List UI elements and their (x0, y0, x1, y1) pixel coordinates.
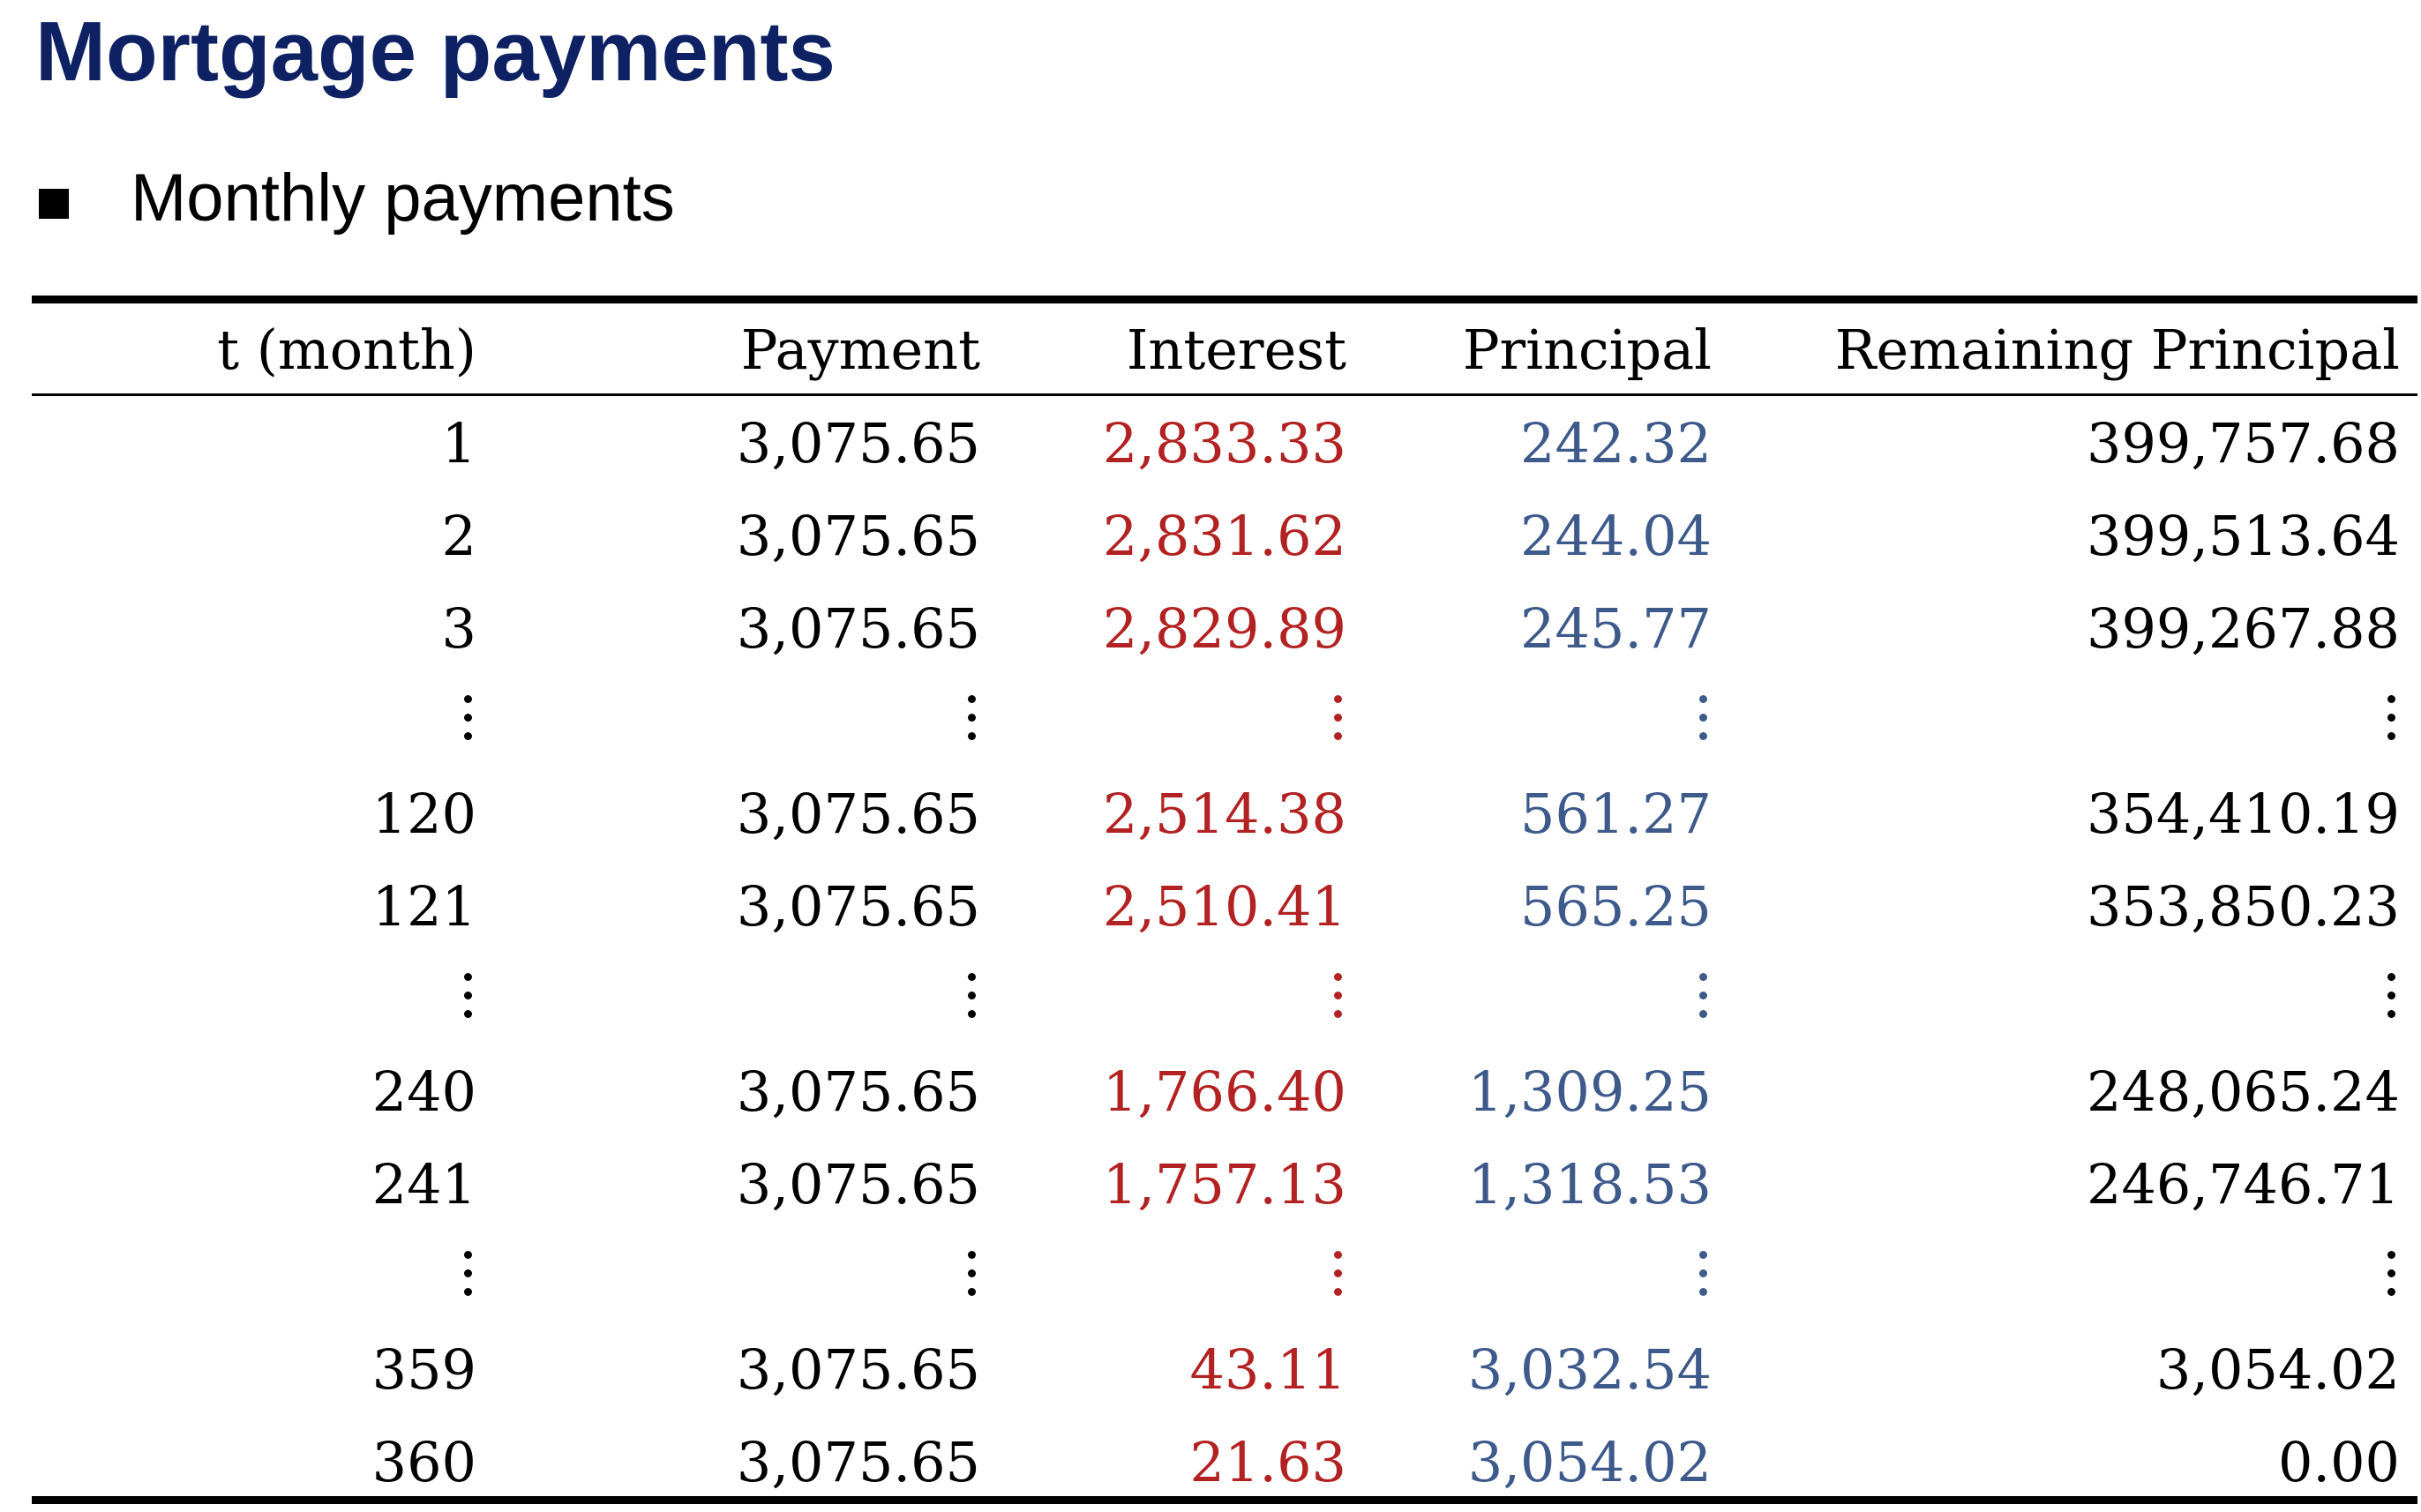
table-cell-t-month: 120 (371, 782, 476, 846)
table-cell-principal: 1,318.53 (1467, 1152, 1712, 1216)
table-cell-interest: 2,514.38 (1102, 782, 1346, 846)
bullet-item: Monthly payments (39, 153, 675, 242)
table-cell-payment: 3,075.65 (736, 1337, 980, 1402)
table-cell-t-month: 3 (441, 596, 476, 661)
table-cell-remaining-principal: 248,065.24 (2087, 1059, 2400, 1124)
table-cell-t-month: 121 (371, 874, 476, 939)
table-top-rule (32, 296, 2417, 303)
vertical-ellipsis-icon (1334, 693, 1343, 743)
table-cell-payment: 3,075.65 (736, 782, 980, 846)
vertical-ellipsis-icon (464, 1249, 473, 1299)
table-cell-principal: 245.77 (1520, 596, 1712, 661)
table-cell-interest: 21.63 (1189, 1430, 1347, 1494)
table-cell-remaining-principal: 399,513.64 (2087, 504, 2400, 568)
table-cell-payment: 3,075.65 (736, 596, 980, 661)
table-cell-t-month: 1 (441, 411, 476, 475)
table-cell-t-month: 2 (441, 504, 476, 568)
table-cell-payment: 3,075.65 (736, 874, 980, 939)
table-cell-principal: 561.27 (1520, 782, 1712, 846)
vertical-ellipsis-icon (968, 1249, 977, 1299)
column-header-principal: Principal (1462, 318, 1712, 382)
vertical-ellipsis-icon (464, 971, 473, 1021)
vertical-ellipsis-icon (1699, 693, 1708, 743)
table-cell-interest: 1,757.13 (1102, 1152, 1346, 1216)
vertical-ellipsis-icon (2387, 971, 2396, 1021)
table-cell-remaining-principal: 3,054.02 (2155, 1337, 2400, 1402)
table-cell-remaining-principal: 353,850.23 (2087, 874, 2400, 939)
bullet-text: Monthly payments (131, 160, 675, 236)
column-header-payment: Payment (740, 318, 980, 382)
table-cell-interest: 2,831.62 (1102, 504, 1346, 568)
table-bottom-rule (32, 1496, 2417, 1504)
vertical-ellipsis-icon (968, 971, 977, 1021)
vertical-ellipsis-icon (1334, 1249, 1343, 1299)
table-cell-payment: 3,075.65 (736, 1059, 980, 1124)
table-cell-interest: 2,829.89 (1102, 596, 1346, 661)
column-header-t-month: t (month) (217, 318, 476, 382)
table-cell-remaining-principal: 354,410.19 (2087, 782, 2400, 846)
table-cell-principal: 242.32 (1520, 411, 1712, 475)
table-cell-principal: 3,054.02 (1467, 1430, 1712, 1494)
vertical-ellipsis-icon (2387, 1249, 2396, 1299)
vertical-ellipsis-icon (1699, 971, 1708, 1021)
slide-title: Mortgage payments (35, 4, 836, 99)
vertical-ellipsis-icon (1699, 1249, 1708, 1299)
table-cell-principal: 244.04 (1520, 504, 1712, 568)
column-header-interest: Interest (1126, 318, 1346, 382)
vertical-ellipsis-icon (464, 693, 473, 743)
table-cell-t-month: 240 (371, 1059, 476, 1124)
table-cell-t-month: 241 (371, 1152, 476, 1216)
table-cell-interest: 43.11 (1189, 1337, 1347, 1402)
table-cell-remaining-principal: 0.00 (2277, 1430, 2400, 1494)
square-bullet-icon (39, 189, 69, 219)
table-cell-t-month: 360 (371, 1430, 476, 1494)
vertical-ellipsis-icon (1334, 971, 1343, 1021)
table-cell-payment: 3,075.65 (736, 1430, 980, 1494)
table-cell-payment: 3,075.65 (736, 411, 980, 475)
table-cell-t-month: 359 (371, 1337, 476, 1402)
table-cell-principal: 3,032.54 (1467, 1337, 1712, 1402)
vertical-ellipsis-icon (968, 693, 977, 743)
table-cell-payment: 3,075.65 (736, 504, 980, 568)
table-cell-principal: 565.25 (1520, 874, 1712, 939)
table-cell-remaining-principal: 246,746.71 (2087, 1152, 2400, 1216)
vertical-ellipsis-icon (2387, 693, 2396, 743)
table-cell-interest: 2,833.33 (1102, 411, 1346, 475)
table-header-rule (32, 393, 2417, 396)
table-cell-payment: 3,075.65 (736, 1152, 980, 1216)
table-cell-interest: 1,766.40 (1102, 1059, 1346, 1124)
table-cell-interest: 2,510.41 (1102, 874, 1346, 939)
table-cell-remaining-principal: 399,267.88 (2087, 596, 2400, 661)
table-cell-principal: 1,309.25 (1467, 1059, 1712, 1124)
table-cell-remaining-principal: 399,757.68 (2087, 411, 2400, 475)
column-header-remaining-principal: Remaining Principal (1834, 318, 2400, 382)
